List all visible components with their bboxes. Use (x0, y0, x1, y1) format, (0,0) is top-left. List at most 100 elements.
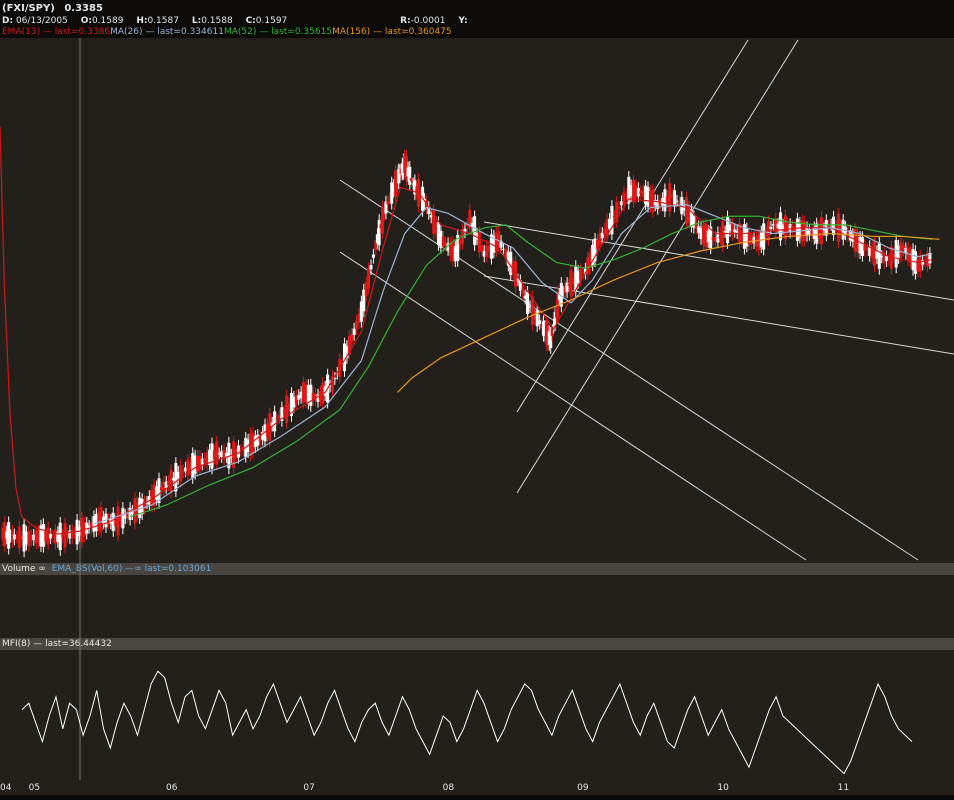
candle-body (330, 375, 334, 392)
volume-indicator: EMA_BS(Vol,60) (51, 564, 123, 574)
candle-body (29, 535, 33, 541)
candle-body (571, 277, 575, 284)
candle-body (728, 224, 732, 232)
trendline-steep-left (516, 39, 749, 413)
candle-body (492, 235, 496, 253)
candle-body (176, 471, 180, 479)
candle-body (27, 530, 31, 546)
candle-body (220, 451, 224, 457)
candle-body (632, 180, 636, 203)
candle-body (750, 234, 754, 244)
candle-body (714, 237, 717, 242)
candle-body (126, 512, 130, 518)
candle-body (701, 225, 705, 244)
candle-body (367, 268, 371, 289)
candle-body (340, 361, 344, 364)
candle-body (627, 176, 631, 204)
candle-body (355, 320, 359, 330)
candle-body (99, 507, 103, 532)
candle-body (779, 212, 783, 241)
candle-body (561, 291, 565, 293)
mfi-title: MFI(8) (2, 639, 31, 649)
candle-body (557, 294, 561, 300)
candle-body (641, 189, 645, 197)
candle-body (249, 433, 253, 456)
legend-item-4: — last=0.35615 (256, 27, 333, 37)
x-tick-label-10: 10 (717, 783, 729, 793)
candle-body (347, 335, 351, 355)
candle-body (682, 205, 686, 211)
candle-body (673, 190, 677, 207)
high-value: 0.1587 (147, 16, 179, 26)
candle-body (622, 192, 626, 206)
candle-body (788, 223, 792, 233)
candle-body (415, 186, 419, 194)
candle-body (870, 246, 874, 259)
candle-body (234, 448, 238, 458)
candle-body (369, 265, 373, 270)
candle-body (25, 531, 28, 545)
candle-body (588, 253, 592, 268)
candle-body (511, 263, 515, 274)
candle-body (463, 228, 467, 233)
legend-item-1: MA(26) (110, 27, 143, 37)
moving-averages (0, 126, 940, 535)
candle-body (258, 435, 262, 442)
candle-body (470, 222, 474, 227)
candle-body (928, 252, 932, 264)
candle-body (822, 228, 826, 231)
candle-body (39, 525, 43, 547)
candle-body (22, 524, 26, 552)
candle-body (489, 234, 493, 259)
candle-body (709, 226, 713, 249)
candle-body (875, 251, 879, 259)
candle-body (687, 206, 691, 222)
candle-body (581, 272, 585, 274)
candle-body (198, 455, 202, 470)
candle-body (711, 237, 715, 240)
candle-body (569, 270, 573, 296)
mfi-panel-bar: MFI(8) — last=36.44432 (0, 638, 954, 650)
candle-body (65, 533, 69, 537)
candle-body (752, 237, 756, 244)
candle-body (781, 224, 785, 230)
candle-body (390, 182, 394, 204)
candle-body (306, 385, 310, 404)
x-tick-label-09: 09 (577, 783, 589, 793)
candle-body (85, 522, 89, 534)
candle-body (285, 395, 289, 424)
candle-body (282, 410, 286, 413)
legend-item-6: — last=0.360475 (370, 27, 452, 37)
candle-body (880, 255, 884, 258)
candle-body (603, 228, 607, 235)
candle-body (49, 534, 53, 539)
symbol-row: (FXI/SPY) 0.3385 (2, 3, 109, 14)
candle-body (803, 221, 807, 241)
candle-body (629, 185, 633, 197)
candle-body (771, 224, 775, 226)
candle-body (675, 200, 679, 202)
candle-body (885, 256, 889, 262)
candle-body (224, 452, 228, 458)
candle-body (208, 449, 212, 466)
candle-body (615, 201, 619, 223)
candle-body (277, 415, 281, 418)
candle-body (523, 295, 527, 299)
candle-body (106, 518, 110, 524)
candle-body (436, 222, 440, 245)
candle-body (648, 190, 652, 208)
candle-body (624, 194, 628, 196)
candle-body (605, 218, 609, 237)
candle-body (409, 178, 413, 182)
candle-body (538, 320, 542, 325)
candle-body (526, 291, 530, 315)
x-tick-label-06: 06 (165, 783, 178, 793)
candle-body (359, 301, 363, 322)
candle-body (820, 217, 823, 245)
range-value: -0.0001 (410, 16, 446, 26)
trendlines[interactable] (339, 39, 954, 561)
candle-body (783, 215, 787, 240)
candle-body (685, 197, 689, 224)
candle-body (164, 481, 168, 489)
